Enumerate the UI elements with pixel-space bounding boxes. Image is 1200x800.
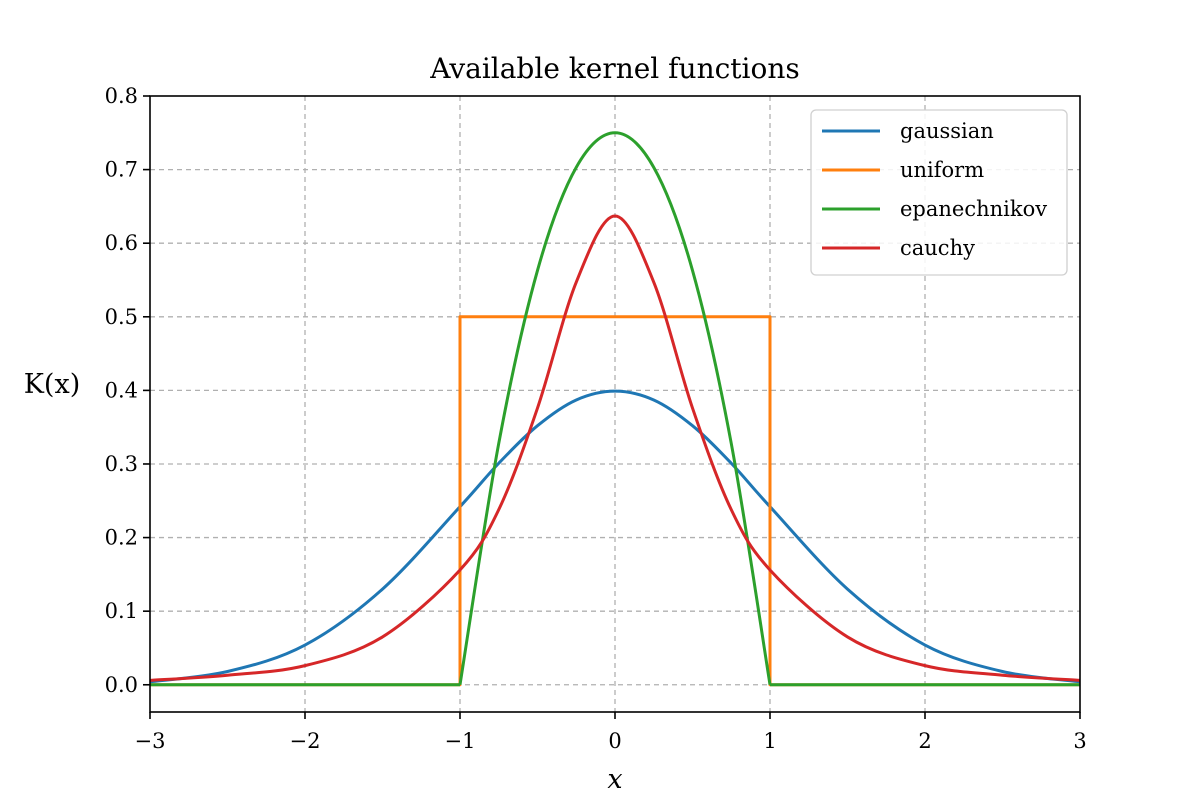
y-tick-label: 0.8	[105, 84, 138, 108]
x-axis-label: x	[607, 764, 622, 795]
x-tick-label: 0	[608, 729, 621, 753]
y-axis-label: K(x)	[24, 369, 80, 400]
y-tick-label: 0.5	[105, 305, 138, 329]
y-axis: 0.0 0.1 0.2 0.3 0.4 0.5 0.6 0.7 0.8	[105, 84, 150, 697]
y-tick-label: 0.1	[105, 599, 138, 623]
x-tick-label: 3	[1073, 729, 1086, 753]
legend-label-epanechnikov: epanechnikov	[900, 197, 1047, 221]
y-tick-label: 0.3	[105, 452, 138, 476]
x-tick-label: −2	[290, 729, 321, 753]
y-tick-label: 0.2	[105, 526, 138, 550]
y-tick-label: 0.4	[105, 378, 138, 402]
x-tick-label: −1	[445, 729, 476, 753]
y-tick-label: 0.0	[105, 673, 138, 697]
x-tick-label: 2	[918, 729, 931, 753]
x-tick-label: 1	[763, 729, 776, 753]
y-tick-label: 0.7	[105, 158, 138, 182]
legend-label-uniform: uniform	[900, 158, 984, 182]
series-line-gaussian	[149, 389, 1081, 684]
series-layer	[149, 131, 1081, 687]
chart-title: Available kernel functions	[429, 52, 800, 85]
x-tick-label: −3	[135, 729, 166, 753]
legend-box	[810, 109, 1068, 276]
x-axis: −3 −2 −1 0 1 2 3	[135, 712, 1087, 753]
y-tick-label: 0.6	[105, 231, 138, 255]
series-line-cauchy	[149, 214, 1081, 682]
legend: gaussian uniform epanechnikov cauchy	[810, 109, 1068, 276]
series-line-epanechnikov	[150, 131, 1080, 687]
legend-label-gaussian: gaussian	[900, 119, 994, 143]
legend-label-cauchy: cauchy	[900, 236, 975, 260]
